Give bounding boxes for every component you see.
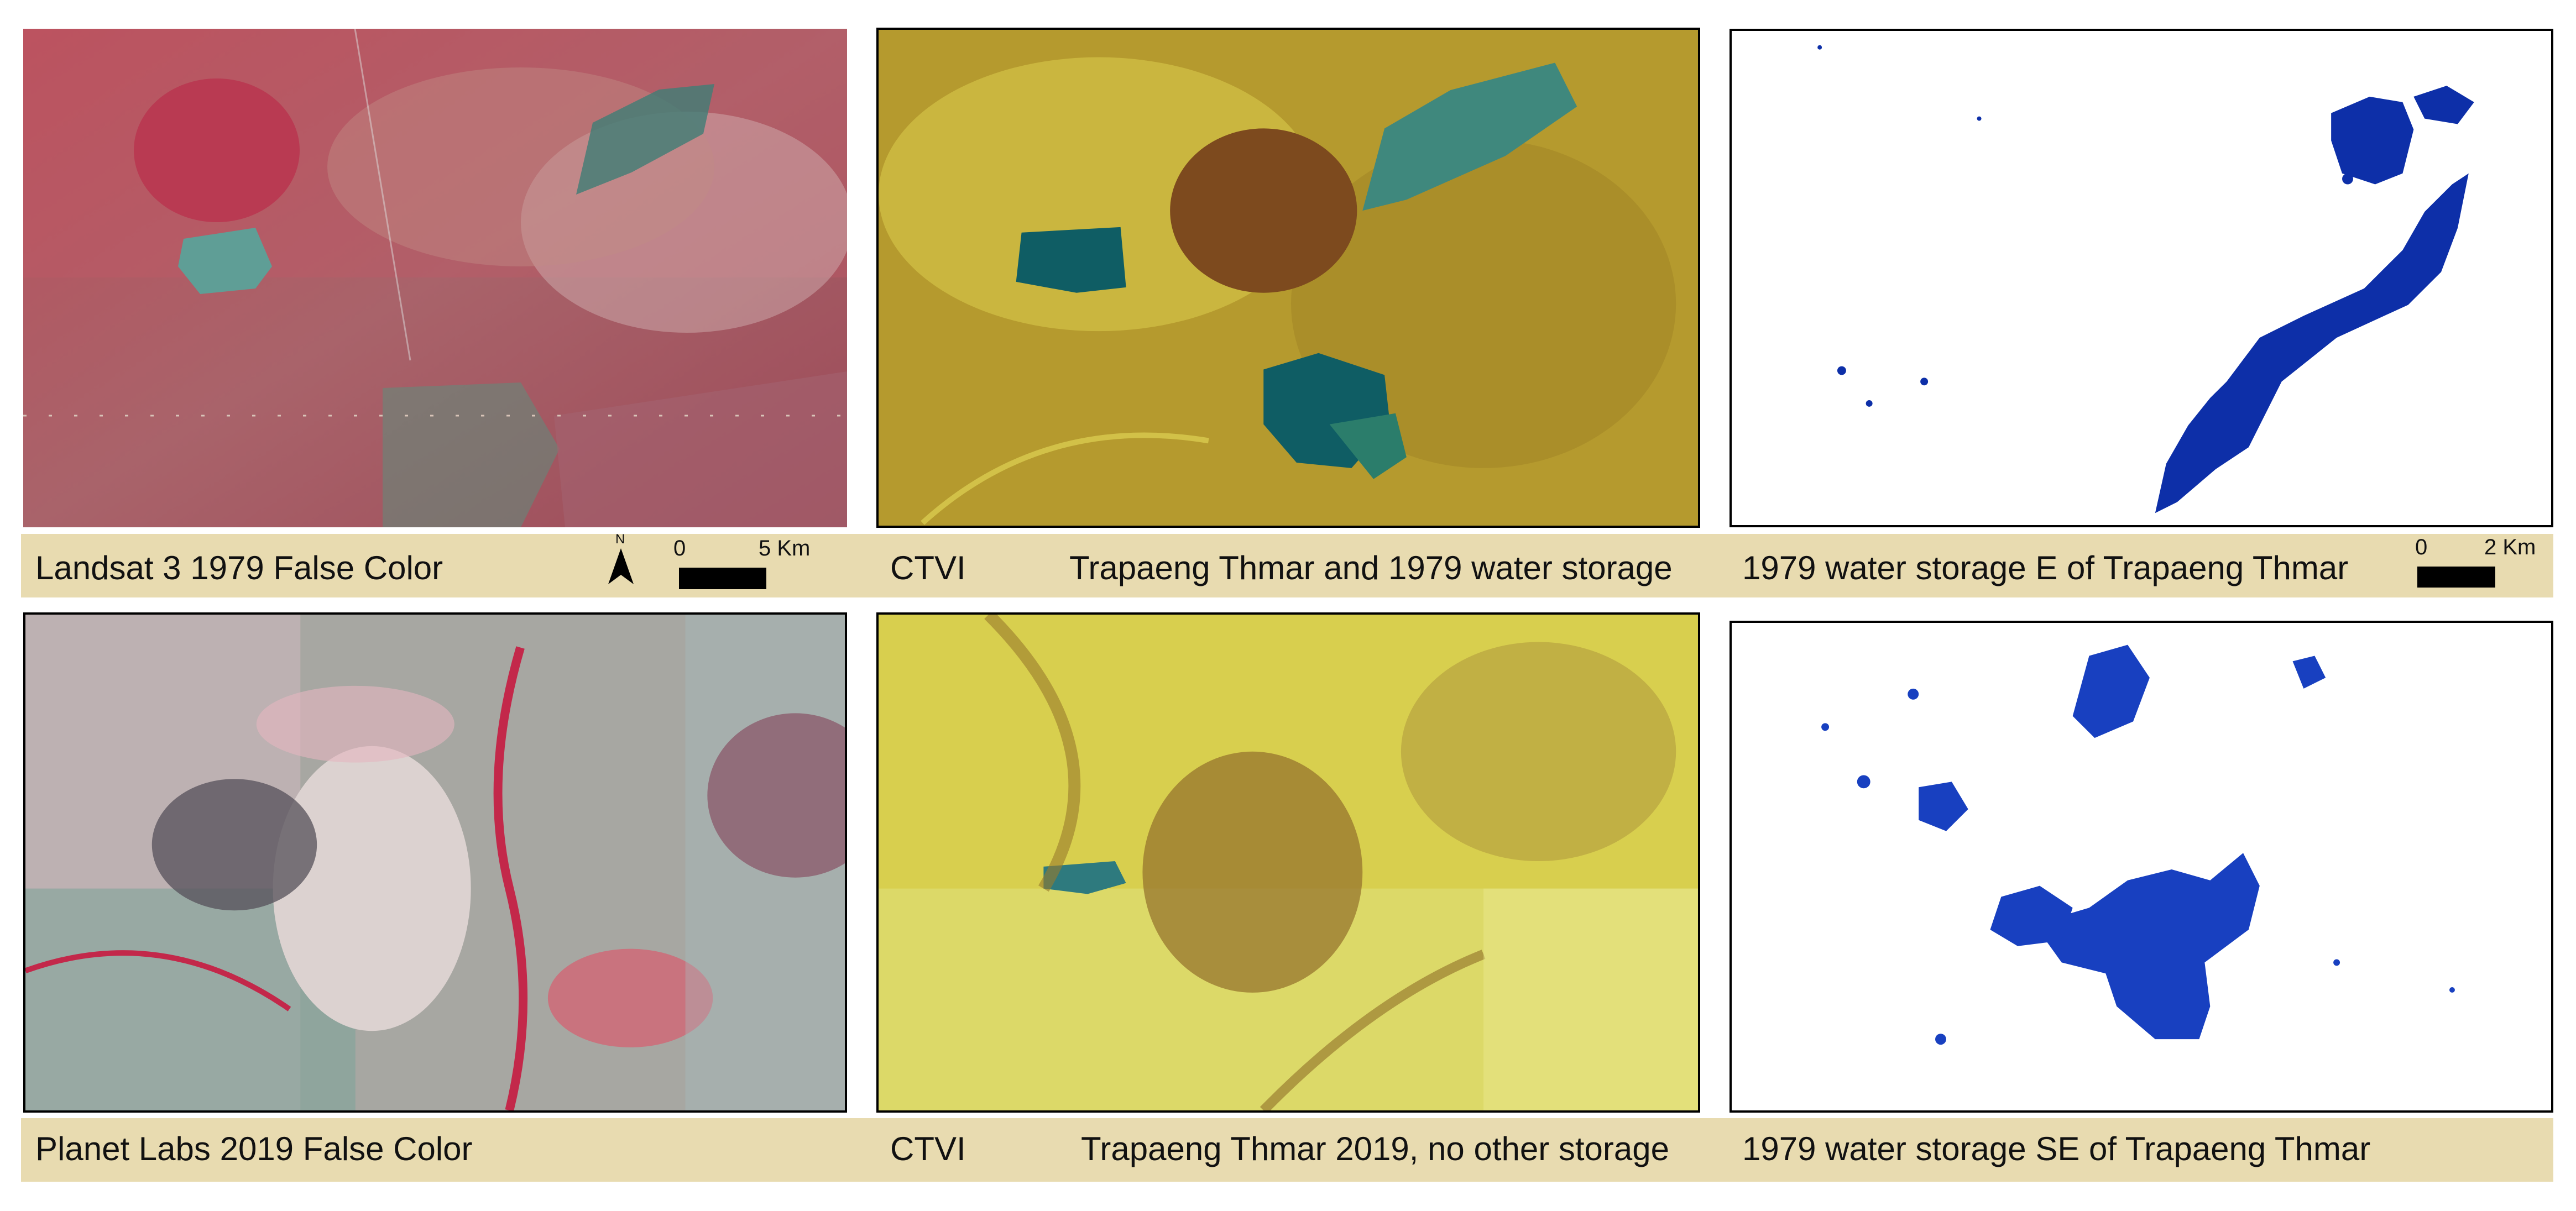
bottom-caption-band — [21, 1118, 2553, 1182]
ctvi-title-top: Trapaeng Thmar and 1979 water storage — [1069, 549, 1673, 586]
ctvi-1979-map — [876, 28, 1700, 528]
landsat-1979-false-color-map — [23, 29, 847, 527]
scalebar-right-start: 0 — [2415, 535, 2428, 559]
water-title-top: 1979 water storage E of Trapaeng Thmar — [1742, 549, 2349, 586]
planet-label: Planet Labs 2019 False Color — [35, 1130, 473, 1167]
landsat-label: Landsat 3 1979 False Color — [35, 549, 443, 586]
ctvi-title-bottom: Trapaeng Thmar 2019, no other storage — [1081, 1130, 1670, 1167]
ctvi-label-top: CTVI — [890, 549, 966, 586]
ctvi-2019-map — [876, 612, 1700, 1113]
scalebar-left-bar — [679, 568, 766, 589]
north-arrow-icon: N — [607, 532, 635, 587]
top-caption-band — [21, 534, 2553, 597]
north-letter: N — [615, 532, 625, 547]
water-storage-e-1979-map — [1729, 29, 2553, 527]
water-storage-se-1979-map — [1729, 621, 2553, 1113]
scalebar-left-end: 5 Km — [759, 536, 811, 560]
ctvi-label-bottom: CTVI — [890, 1130, 966, 1167]
scalebar-left-start: 0 — [673, 536, 686, 560]
planet-2019-false-color-map — [23, 612, 847, 1113]
water-title-bottom: 1979 water storage SE of Trapaeng Thmar — [1742, 1130, 2371, 1167]
scalebar-right-bar — [2417, 567, 2495, 588]
scalebar-right-end: 2 Km — [2484, 535, 2536, 559]
